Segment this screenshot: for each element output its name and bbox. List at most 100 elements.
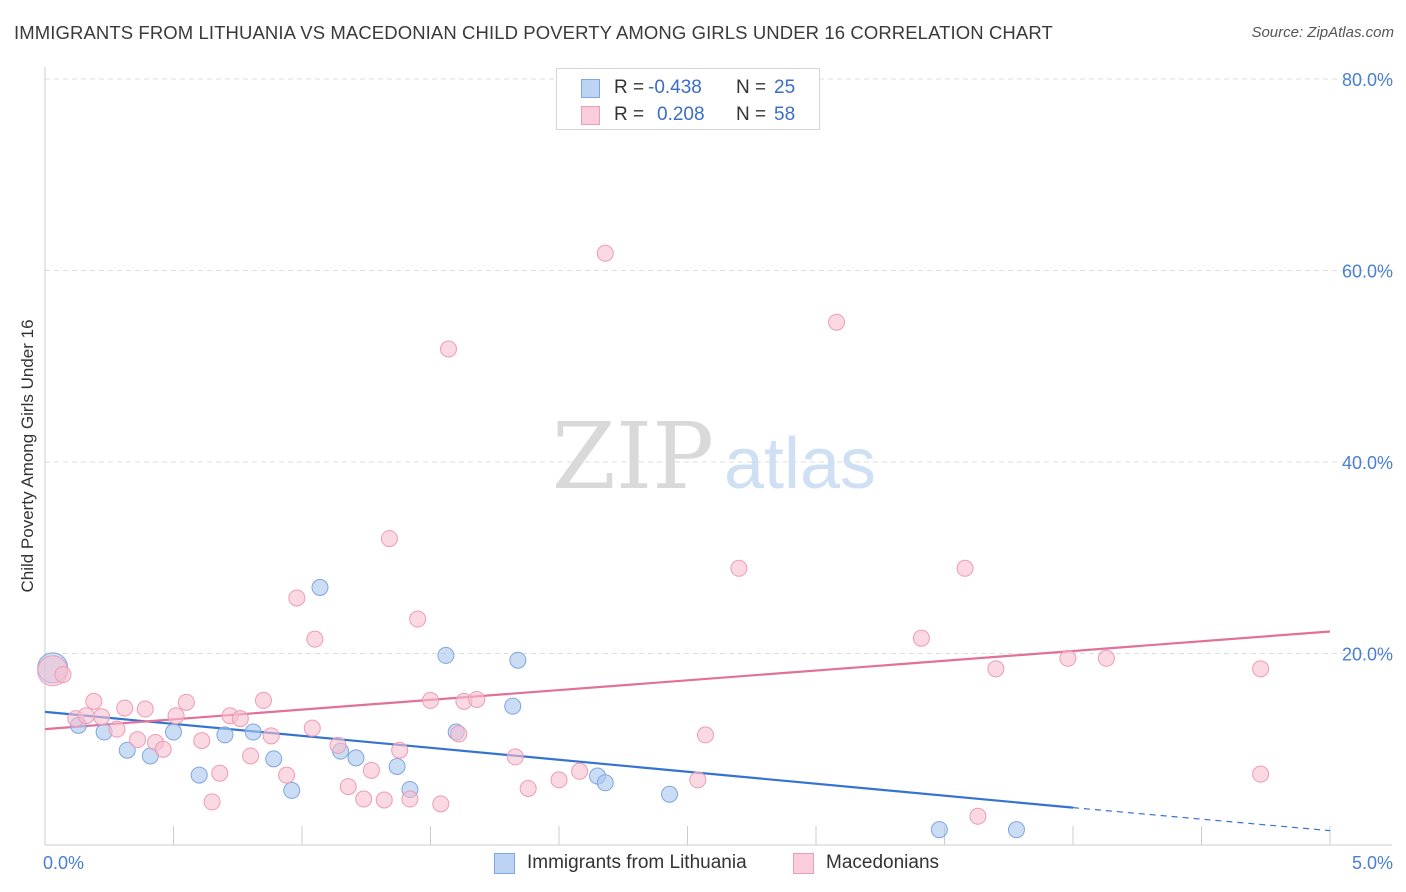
- lithuania-point: [283, 781, 301, 799]
- macedonian-point: [1252, 765, 1270, 783]
- macedonian-point: [254, 691, 272, 709]
- legend-r-label: R =: [614, 104, 645, 125]
- y-tick-label: 60.0%: [1342, 262, 1393, 282]
- lithuania-point: [388, 757, 406, 775]
- legend-label-lithuania: Immigrants from Lithuania: [527, 852, 747, 873]
- macedonian-point: [969, 807, 987, 825]
- macedonian-point: [689, 771, 707, 789]
- lithuania-point: [504, 697, 522, 715]
- legend-r-value: 0.208: [657, 104, 705, 125]
- macedonian-point: [242, 747, 260, 765]
- macedonian-point: [432, 795, 450, 813]
- macedonian-point: [468, 690, 486, 708]
- macedonian-point: [571, 762, 589, 780]
- x-tick-label: 5.0%: [1352, 853, 1393, 873]
- tick-labels: 20.0% 40.0% 60.0% 80.0% 0.0% 5.0%: [43, 70, 1393, 873]
- macedonian-point: [450, 725, 468, 743]
- macedonian-point: [77, 707, 95, 725]
- data-points: [37, 244, 1270, 839]
- lithuania-point: [190, 766, 208, 784]
- macedonian-point: [288, 589, 306, 607]
- macedonian-point: [1252, 660, 1270, 678]
- y-tick-label: 40.0%: [1342, 453, 1393, 473]
- trend-lines: [44, 630, 1331, 832]
- y-axis-label: Child Poverty Among Girls Under 16: [18, 319, 37, 593]
- legend-swatch-macedonians: [793, 853, 814, 874]
- macedonian-point: [422, 691, 439, 709]
- chart-source: Source: ZipAtlas.com: [1251, 24, 1394, 41]
- macedonian-point: [409, 610, 427, 628]
- lithuania-point: [244, 723, 262, 741]
- macedonian-point: [730, 559, 748, 577]
- lithuania-trend-line: [44, 710, 1074, 809]
- macedonian-point: [85, 692, 103, 710]
- legend-swatch-macedonians: [581, 106, 600, 125]
- macedonian-point: [129, 731, 147, 749]
- macedonian-point: [380, 530, 398, 548]
- lithuania-point: [661, 785, 679, 803]
- macedonian-point: [1097, 649, 1115, 667]
- lithuania-point: [437, 646, 455, 664]
- lithuania-point: [165, 723, 182, 741]
- macedonian-point: [362, 761, 380, 779]
- macedonian-point: [519, 780, 537, 798]
- macedonian-point: [54, 666, 72, 684]
- macedonian-point: [116, 699, 134, 717]
- x-tick-label: 0.0%: [43, 853, 84, 873]
- macedonian-point: [1059, 649, 1077, 667]
- macedonian-point: [136, 700, 154, 718]
- legend-swatch-lithuania: [494, 853, 515, 874]
- lithuania-point: [265, 750, 283, 768]
- macedonian-point: [439, 340, 457, 358]
- macedonian-point: [108, 720, 126, 738]
- macedonian-point: [391, 741, 409, 759]
- macedonian-point: [193, 732, 211, 750]
- macedonian-point: [550, 771, 568, 789]
- legend-n-value: 58: [774, 104, 796, 125]
- chart-title: IMMIGRANTS FROM LITHUANIA VS MACEDONIAN …: [14, 22, 1053, 43]
- y-tick-label: 80.0%: [1342, 70, 1393, 90]
- macedonian-point: [375, 791, 393, 809]
- legend-r-value: -0.438: [648, 77, 702, 98]
- macedonian-point: [987, 660, 1005, 678]
- lithuania-point: [930, 821, 948, 839]
- macedonian-point: [696, 726, 714, 744]
- macedonian-trend-line: [44, 630, 1331, 731]
- macedonian-point: [912, 629, 930, 647]
- macedonian-point: [211, 764, 229, 782]
- lithuania-point: [216, 726, 234, 744]
- watermark: ZIP atlas: [552, 403, 876, 510]
- macedonian-point: [401, 790, 419, 808]
- lithuania-point: [118, 741, 136, 759]
- legend-n-value: 25: [774, 77, 796, 98]
- lithuania-point: [509, 651, 527, 669]
- macedonian-point: [956, 559, 974, 577]
- correlation-legend: R = -0.438 N = 25 R = 0.208 N = 58: [556, 68, 820, 130]
- legend-n-label: N =: [736, 77, 767, 98]
- macedonian-point: [262, 727, 280, 745]
- watermark-atlas: atlas: [724, 424, 876, 504]
- macedonian-point: [506, 748, 524, 766]
- legend-n-label: N =: [736, 104, 767, 125]
- macedonian-point: [303, 719, 321, 737]
- macedonian-point: [339, 778, 357, 796]
- watermark-zip: ZIP: [552, 403, 714, 510]
- legend-label-macedonians: Macedonians: [826, 852, 940, 873]
- macedonian-point: [93, 708, 111, 726]
- macedonian-point: [231, 710, 249, 728]
- macedonian-point: [828, 313, 846, 331]
- macedonian-point: [154, 740, 172, 758]
- y-tick-label: 20.0%: [1342, 645, 1393, 665]
- macedonian-point: [355, 790, 373, 808]
- macedonian-point: [306, 630, 324, 648]
- lithuania-point: [311, 578, 329, 596]
- grid-lines: [45, 78, 1392, 654]
- lithuania-point: [1007, 821, 1025, 839]
- macedonian-point: [329, 736, 347, 754]
- macedonian-point: [203, 793, 221, 811]
- lithuania-point: [347, 749, 365, 767]
- legend-swatch-lithuania: [581, 79, 600, 98]
- macedonian-point: [596, 244, 614, 262]
- macedonian-point: [177, 693, 195, 711]
